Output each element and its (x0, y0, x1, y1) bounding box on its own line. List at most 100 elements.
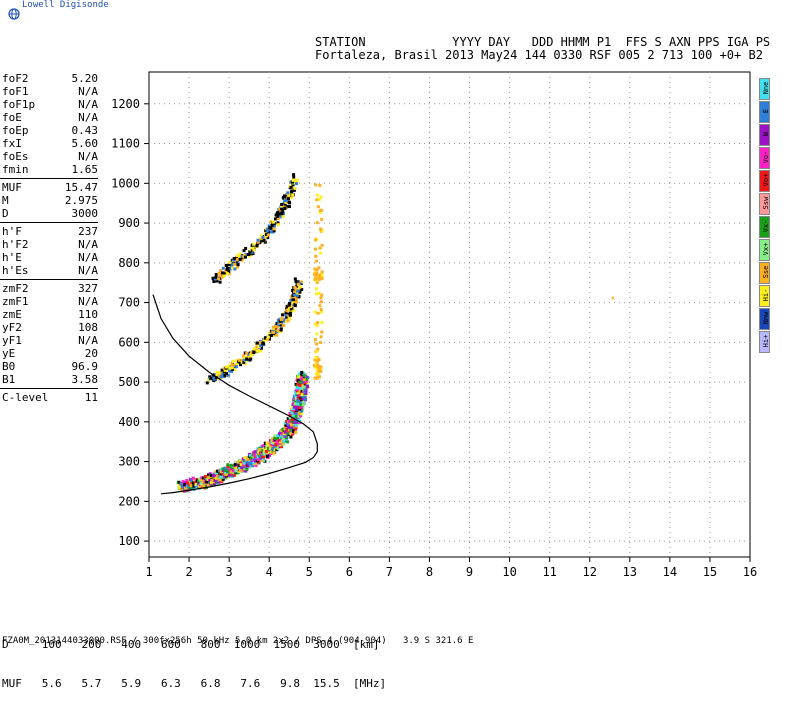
echo-point (313, 277, 317, 281)
echo-point (296, 291, 300, 295)
echo-point (242, 360, 246, 364)
param-value: N/A (78, 295, 98, 308)
echo-point (313, 376, 317, 380)
echo-point (267, 337, 271, 341)
echo-point (291, 178, 295, 182)
echo-point (264, 229, 268, 233)
echo-point (229, 463, 233, 467)
echo-point (271, 325, 275, 329)
echo-point (298, 385, 302, 389)
polarization-legend: Nne E W Vo- Vo+ Ssw Vx- Vx+ Sse Hi- Nnw Hi+ (759, 78, 771, 354)
echo-point (212, 375, 216, 379)
echo-point (226, 465, 230, 469)
echo-point (289, 185, 293, 189)
param-row: D 3000 (0, 207, 98, 220)
echo-point (302, 382, 306, 386)
echo-point (192, 481, 196, 485)
echo-point (265, 454, 269, 458)
echo-point (313, 247, 317, 251)
echo-point (181, 480, 185, 484)
echo-point (297, 414, 301, 418)
echo-point (269, 220, 273, 224)
echo-point (303, 397, 307, 401)
echo-point (320, 330, 324, 334)
echo-point (296, 289, 300, 293)
echo-point (293, 277, 297, 281)
param-row: foF1 N/A (0, 85, 98, 98)
echo-point (295, 404, 299, 408)
echo-point (296, 391, 300, 395)
echo-point (314, 273, 318, 277)
param-value: 327 (78, 282, 98, 295)
param-value: N/A (78, 238, 98, 251)
station-header-values: Fortaleza, Brasil 2013 May24 144 0330 RS… (315, 48, 763, 62)
echo-point (316, 311, 320, 315)
legend-label: Vo- (762, 150, 770, 164)
param-value: 5.60 (71, 137, 99, 150)
echo-point (252, 242, 256, 246)
param-value: N/A (78, 251, 98, 264)
echo-point (313, 267, 317, 271)
echo-point (284, 311, 288, 315)
legend-swatch: E (759, 101, 770, 123)
echo-point (301, 394, 305, 398)
echo-point (218, 280, 222, 284)
echo-point (212, 279, 216, 283)
globe-icon (8, 8, 20, 20)
echo-point (206, 477, 210, 481)
echo-point (304, 377, 308, 381)
echo-point (298, 290, 302, 294)
echo-point (250, 250, 254, 254)
echo-point (288, 311, 292, 315)
echo-point (285, 309, 289, 313)
echo-point (278, 441, 282, 445)
echo-point (239, 461, 243, 465)
echo-point (219, 475, 223, 479)
echo-point (281, 319, 285, 323)
echo-point (235, 254, 239, 258)
legend-swatch: Sse (759, 262, 770, 284)
echo-point (313, 310, 317, 314)
echo-point (315, 271, 319, 275)
echo-point (230, 363, 234, 367)
param-row: fmin 1.65 (0, 163, 98, 176)
echo-point (242, 358, 246, 362)
echo-point (305, 384, 309, 388)
echo-point (290, 423, 294, 427)
echo-point (278, 330, 282, 334)
echo-point (273, 436, 277, 440)
echo-point (250, 463, 254, 467)
echo-point (242, 466, 246, 470)
echo-point (283, 430, 287, 434)
echo-point (298, 285, 302, 289)
echo-point (214, 474, 218, 478)
param-row: yE 20 (0, 347, 98, 360)
echo-point (219, 472, 223, 476)
ionogram-chart: 1 2 3 4 5 6 7 8 9 10 11 12 13 14 15 1610020030040050060… (111, 71, 757, 579)
echo-point (209, 481, 213, 485)
echo-point (221, 372, 225, 376)
echo-point (288, 301, 292, 305)
param-label: zmF2 (2, 282, 29, 295)
echo-point (276, 318, 280, 322)
echo-point (286, 196, 290, 200)
param-separator (0, 222, 98, 223)
echo-point (217, 371, 221, 375)
echo-point (189, 484, 193, 488)
y-tick-label: 200 (118, 494, 140, 508)
echo-point (236, 265, 240, 269)
param-row: fxI 5.60 (0, 137, 98, 150)
echo-point (273, 217, 277, 221)
param-label: B1 (2, 373, 16, 386)
echo-point (281, 313, 285, 317)
echo-point (320, 273, 324, 277)
echo-point (230, 262, 234, 266)
param-value: N/A (78, 150, 98, 163)
echo-point (316, 372, 320, 376)
echo-point (313, 238, 317, 242)
echo-point (249, 460, 253, 464)
echo-point (258, 447, 262, 451)
echo-point (228, 467, 232, 471)
legend-label: Sse (762, 265, 770, 279)
echo-point (294, 412, 298, 416)
